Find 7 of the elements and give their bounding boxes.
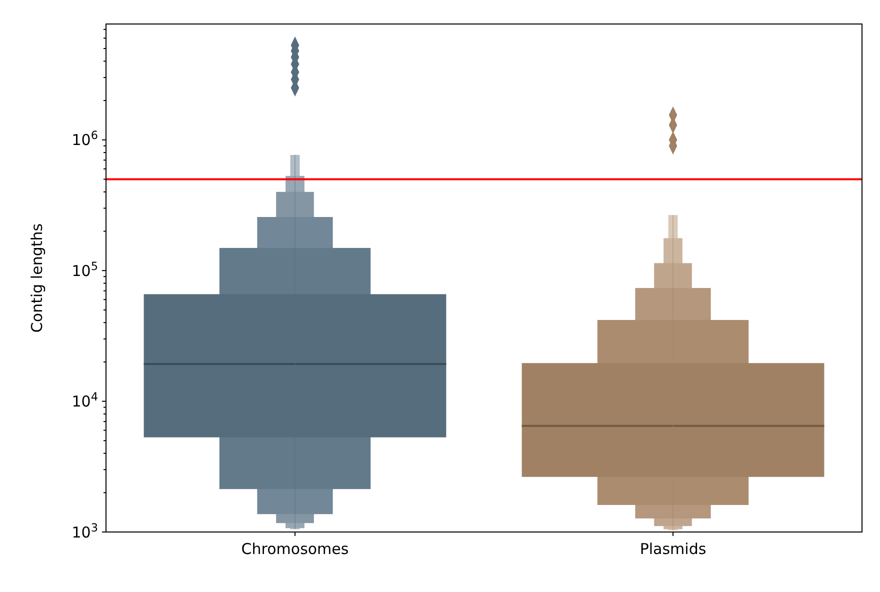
y-tick-label: 10$^{6}$ <box>72 128 98 150</box>
y-tick-label: 10$^{4}$ <box>72 390 98 411</box>
y-axis-title: Contig lengths <box>28 223 46 333</box>
x-tick-label: Plasmids <box>640 540 706 558</box>
y-tick-label: 10$^{5}$ <box>72 259 98 280</box>
y-tick-label: 10$^{3}$ <box>72 520 98 542</box>
x-tick-label: Chromosomes <box>241 540 349 558</box>
